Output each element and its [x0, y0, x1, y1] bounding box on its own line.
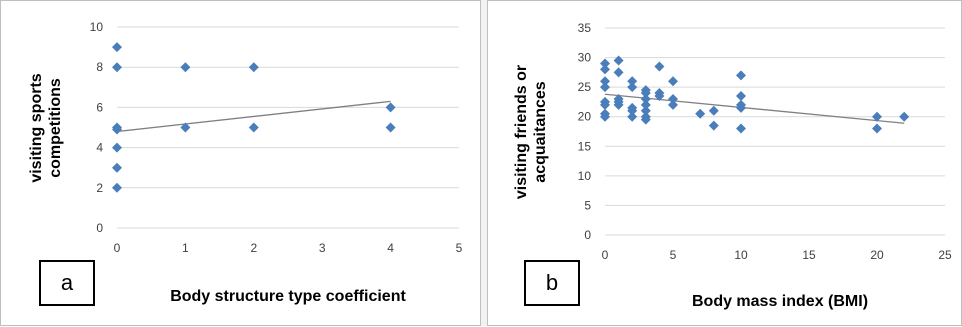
data-point — [872, 111, 882, 122]
x-axis-title: Body mass index (BMI) — [692, 293, 868, 310]
scatter-chart-b: 0 5 10 15 20 25 30 35 0 5 10 15 20 25 Body mass index … — [513, 21, 952, 310]
data-point — [627, 105, 638, 116]
data-point — [668, 76, 678, 87]
x-tick-label: 10 — [734, 248, 748, 262]
y-tick-label: 35 — [578, 21, 592, 35]
data-point — [736, 70, 746, 81]
y-axis-title: visiting sports competitions — [28, 73, 64, 182]
data-point — [613, 55, 624, 66]
y-tick-label: 5 — [584, 198, 591, 212]
data-point — [180, 122, 191, 133]
panel-label-a: a — [39, 260, 95, 306]
data-point — [668, 93, 678, 104]
data-point — [627, 111, 638, 122]
chart-panel-b: 0 5 10 15 20 25 30 35 0 5 10 15 20 25 Body mass index … — [487, 0, 962, 326]
data-point — [640, 93, 651, 104]
y-tick-label: 6 — [96, 100, 103, 114]
data-point — [899, 111, 910, 122]
data-point — [112, 182, 122, 193]
data-point — [600, 58, 610, 69]
data-point — [112, 124, 122, 135]
x-tick-label: 2 — [250, 241, 257, 255]
data-point — [654, 61, 665, 72]
data-point — [600, 76, 610, 87]
data-point — [600, 99, 610, 110]
y-tick-label: 0 — [96, 221, 103, 235]
x-tick-label: 5 — [670, 248, 677, 262]
y-tick-label: 10 — [578, 169, 592, 183]
x-axis-title: Body structure type coefficient — [170, 288, 406, 305]
data-point — [640, 99, 651, 110]
data-point — [112, 142, 122, 153]
scatter-chart-a: 0 2 4 6 8 10 0 1 2 3 4 5 Body structure type coeffic… — [28, 20, 463, 305]
trendline — [116, 100, 391, 133]
data-point — [112, 42, 122, 53]
data-point — [248, 122, 259, 133]
data-point — [708, 105, 719, 116]
data-point — [695, 108, 706, 119]
panel-divider — [481, 0, 487, 326]
data-point — [600, 82, 610, 93]
y-tick-label: 8 — [96, 60, 103, 74]
y-axis-title: visiting friends or acquaitances — [513, 65, 549, 199]
data-point — [385, 102, 396, 113]
data-point — [613, 99, 624, 110]
data-point — [640, 105, 651, 116]
data-point — [640, 114, 651, 125]
data-point — [600, 111, 610, 122]
data-point — [627, 82, 638, 93]
x-tick-label: 1 — [182, 241, 189, 255]
x-tick-label: 15 — [802, 248, 816, 262]
x-tick-label: 25 — [938, 248, 952, 262]
y-tick-label: 15 — [578, 139, 592, 153]
x-tick-label: 4 — [387, 241, 394, 255]
y-tick-label: 0 — [584, 228, 591, 242]
x-tick-label: 20 — [870, 248, 884, 262]
data-point — [736, 123, 746, 134]
data-point — [708, 120, 719, 131]
y-tick-label: 25 — [578, 80, 592, 94]
x-tick-label: 5 — [456, 241, 463, 255]
data-point — [736, 91, 746, 102]
x-tick-label: 0 — [114, 241, 121, 255]
data-point — [385, 122, 396, 133]
y-tick-label: 30 — [578, 51, 592, 65]
data-point — [654, 91, 665, 102]
trendline — [604, 93, 905, 124]
data-point — [872, 123, 882, 134]
data-point — [248, 62, 259, 73]
data-point — [600, 64, 610, 75]
data-point — [668, 99, 678, 110]
y-tick-label: 2 — [96, 181, 103, 195]
data-point — [640, 88, 651, 99]
chart-panel-a: 0 2 4 6 8 10 0 1 2 3 4 5 Body structure type coeffic… — [0, 0, 481, 326]
y-tick-label: 10 — [90, 20, 104, 34]
panel-label-b: b — [524, 260, 580, 306]
y-tick-label: 4 — [96, 141, 103, 155]
data-point — [112, 162, 122, 173]
x-tick-label: 0 — [602, 248, 609, 262]
x-tick-label: 3 — [319, 241, 326, 255]
data-point — [112, 62, 122, 73]
data-point — [736, 102, 746, 113]
y-tick-label: 20 — [578, 110, 592, 124]
data-point — [613, 67, 624, 78]
data-point — [627, 76, 638, 87]
data-point — [180, 62, 191, 73]
